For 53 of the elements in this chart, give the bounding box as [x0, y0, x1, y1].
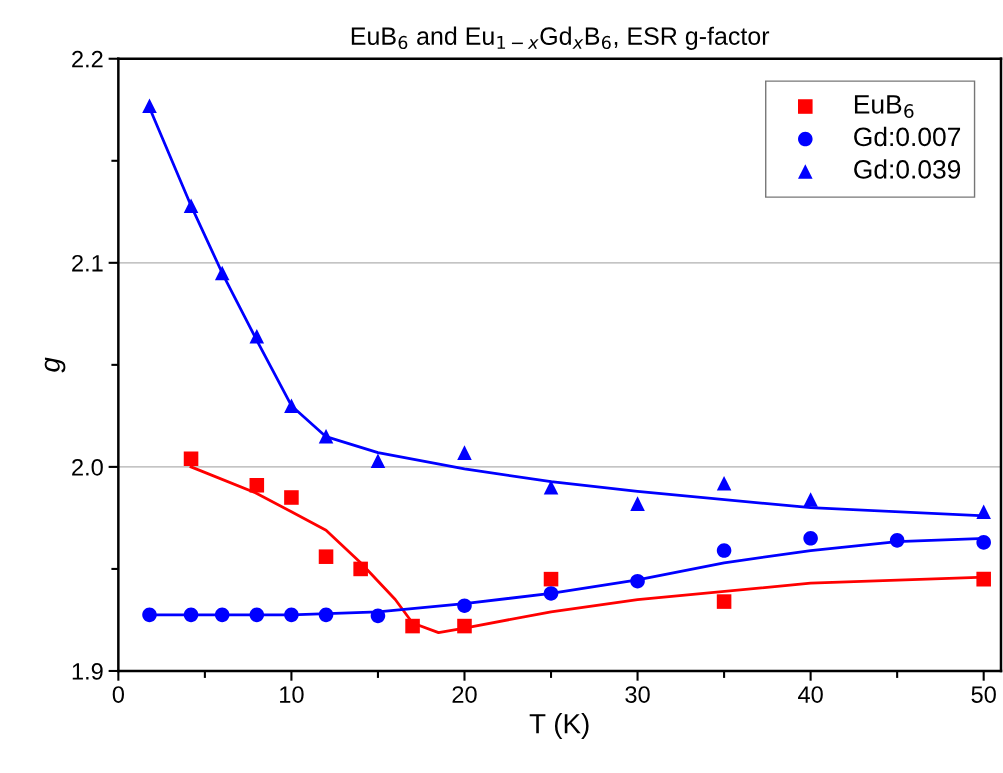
point	[716, 543, 732, 558]
x-tick-label: 20	[452, 686, 477, 703]
point	[976, 504, 991, 520]
point	[370, 453, 386, 469]
point	[630, 496, 645, 511]
legend-label: Gd:0.039	[854, 159, 961, 179]
point	[543, 571, 559, 587]
point	[543, 480, 559, 495]
point	[183, 451, 199, 467]
point	[214, 607, 230, 623]
point	[249, 607, 265, 623]
y-tick-label: 2.1	[72, 254, 103, 272]
chart-title: EuB$_{6}$ and Eu$_{1−x}$Gd$_{x}$B$_{6}$, ESR g-factor	[351, 26, 770, 50]
point	[318, 607, 334, 623]
point	[405, 618, 420, 634]
point	[889, 533, 905, 548]
x-tick-label: 50	[971, 686, 996, 703]
y-axis-title: g	[44, 357, 66, 373]
point	[976, 535, 991, 550]
x-tick-label: 30	[625, 686, 650, 703]
y-tick-label: 1.9	[72, 663, 103, 680]
y-tick-label: 2.2	[72, 50, 103, 68]
x-tick-label: 10	[280, 686, 304, 703]
point	[284, 398, 299, 413]
x-tick-label: 40	[798, 686, 823, 703]
point	[249, 477, 265, 493]
point	[353, 561, 368, 577]
point	[716, 594, 732, 609]
point	[318, 429, 334, 444]
legend-label: Gd:0.007	[854, 126, 961, 147]
x-axis-title: T (K)	[529, 713, 589, 739]
point	[214, 265, 230, 281]
point	[249, 329, 265, 344]
point	[457, 598, 472, 613]
point	[630, 573, 645, 589]
point	[183, 607, 199, 623]
point	[142, 607, 157, 623]
point	[183, 198, 199, 213]
point	[803, 492, 818, 507]
y-tick-label: 2.0	[72, 458, 103, 476]
point	[142, 98, 157, 113]
point	[803, 531, 818, 546]
point	[318, 549, 334, 564]
point	[716, 475, 732, 491]
point	[457, 618, 472, 634]
point	[370, 608, 386, 624]
legend-label: EuB$_{6}$	[854, 95, 914, 118]
point	[976, 571, 991, 587]
point	[543, 586, 559, 601]
x-tick-label: 0	[112, 686, 124, 703]
point	[284, 490, 299, 505]
point	[284, 607, 299, 623]
point	[457, 445, 472, 460]
